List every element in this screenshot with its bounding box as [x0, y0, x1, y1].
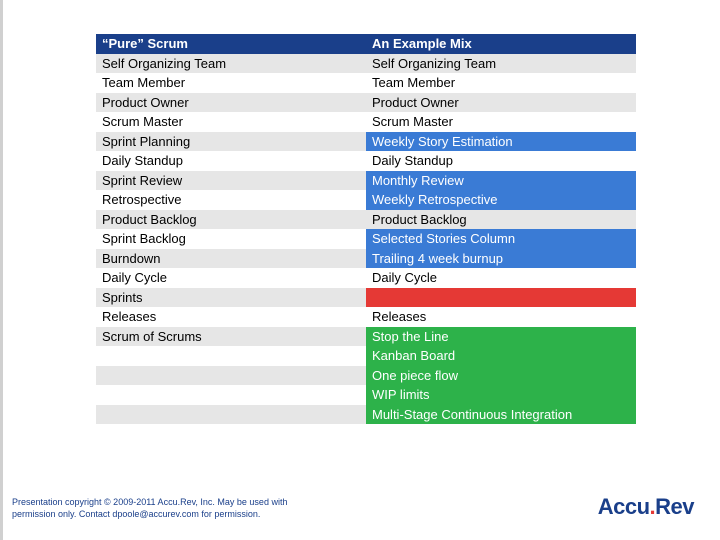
cell-right: Releases	[366, 307, 636, 327]
cell-left: Sprint Backlog	[96, 229, 366, 249]
cell-left: Releases	[96, 307, 366, 327]
left-stripe	[0, 0, 3, 540]
table-row: Kanban Board	[96, 346, 636, 366]
cell-left: Daily Cycle	[96, 268, 366, 288]
cell-left: Product Owner	[96, 93, 366, 113]
table-row: Scrum MasterScrum Master	[96, 112, 636, 132]
cell-right: Product Backlog	[366, 210, 636, 230]
cell-left	[96, 346, 366, 366]
logo-part1: Accu	[598, 494, 650, 519]
cell-right: One piece flow	[366, 366, 636, 386]
cell-right	[366, 288, 636, 308]
cell-right: Weekly Story Estimation	[366, 132, 636, 152]
cell-right: Self Organizing Team	[366, 54, 636, 74]
logo-part2: Rev	[655, 494, 694, 519]
cell-right: Selected Stories Column	[366, 229, 636, 249]
table-row: Scrum of ScrumsStop the Line	[96, 327, 636, 347]
cell-left	[96, 366, 366, 386]
table-row: Product BacklogProduct Backlog	[96, 210, 636, 230]
table-row: Multi-Stage Continuous Integration	[96, 405, 636, 425]
copyright-line1: Presentation copyright © 2009-2011 Accu.…	[12, 497, 287, 507]
comparison-table: “Pure” Scrum An Example Mix Self Organiz…	[96, 34, 636, 424]
cell-right: Multi-Stage Continuous Integration	[366, 405, 636, 425]
cell-right: Scrum Master	[366, 112, 636, 132]
table-row: BurndownTrailing 4 week burnup	[96, 249, 636, 269]
table-row: Product OwnerProduct Owner	[96, 93, 636, 113]
table-row: Team MemberTeam Member	[96, 73, 636, 93]
cell-left: Scrum Master	[96, 112, 366, 132]
cell-right: Monthly Review	[366, 171, 636, 191]
table-row: Sprint BacklogSelected Stories Column	[96, 229, 636, 249]
table-row: Daily StandupDaily Standup	[96, 151, 636, 171]
cell-right: Product Owner	[366, 93, 636, 113]
cell-left	[96, 405, 366, 425]
cell-left: Self Organizing Team	[96, 54, 366, 74]
copyright-line2: permission only. Contact dpoole@accurev.…	[12, 509, 260, 519]
table-row: Self Organizing TeamSelf Organizing Team	[96, 54, 636, 74]
table-row: RetrospectiveWeekly Retrospective	[96, 190, 636, 210]
accurev-logo: Accu.Rev	[598, 494, 694, 520]
cell-right: Daily Standup	[366, 151, 636, 171]
table-row: ReleasesReleases	[96, 307, 636, 327]
cell-right: Team Member	[366, 73, 636, 93]
cell-left: Scrum of Scrums	[96, 327, 366, 347]
cell-left: Sprint Review	[96, 171, 366, 191]
cell-left	[96, 385, 366, 405]
table-row: Daily CycleDaily Cycle	[96, 268, 636, 288]
cell-left: Daily Standup	[96, 151, 366, 171]
table-row: WIP limits	[96, 385, 636, 405]
cell-left: Retrospective	[96, 190, 366, 210]
header-right: An Example Mix	[366, 34, 636, 54]
cell-left: Burndown	[96, 249, 366, 269]
table-row: Sprint PlanningWeekly Story Estimation	[96, 132, 636, 152]
table-header-row: “Pure” Scrum An Example Mix	[96, 34, 636, 54]
copyright-note: Presentation copyright © 2009-2011 Accu.…	[12, 496, 287, 520]
cell-right: Weekly Retrospective	[366, 190, 636, 210]
cell-right: WIP limits	[366, 385, 636, 405]
cell-left: Sprints	[96, 288, 366, 308]
cell-right: Daily Cycle	[366, 268, 636, 288]
table-row: Sprints	[96, 288, 636, 308]
cell-left: Sprint Planning	[96, 132, 366, 152]
cell-right: Trailing 4 week burnup	[366, 249, 636, 269]
cell-right: Kanban Board	[366, 346, 636, 366]
cell-left: Product Backlog	[96, 210, 366, 230]
cell-right: Stop the Line	[366, 327, 636, 347]
table-row: Sprint ReviewMonthly Review	[96, 171, 636, 191]
cell-left: Team Member	[96, 73, 366, 93]
header-left: “Pure” Scrum	[96, 34, 366, 54]
table-row: One piece flow	[96, 366, 636, 386]
